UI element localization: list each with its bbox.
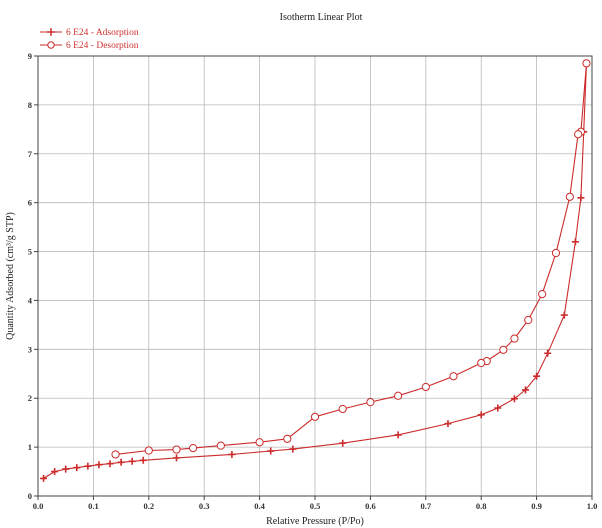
adsorption-point xyxy=(571,238,579,246)
desorption-point xyxy=(283,434,292,443)
y-tick-label: 2 xyxy=(28,393,32,403)
adsorption-point xyxy=(84,462,92,470)
adsorption-point xyxy=(51,468,59,476)
y-tick-label: 1 xyxy=(28,442,32,452)
x-tick-label: 0.2 xyxy=(143,501,154,511)
x-tick-label: 1.0 xyxy=(587,501,598,511)
y-tick-label: 4 xyxy=(28,295,33,305)
grid xyxy=(37,55,593,497)
adsorption-point xyxy=(544,349,552,357)
desorption-point xyxy=(477,358,486,368)
desorption-point xyxy=(111,450,120,459)
legend-adsorption-marker xyxy=(47,28,55,36)
adsorption-point xyxy=(62,465,70,473)
adsorption-point xyxy=(117,458,125,466)
y-tick-label: 6 xyxy=(28,198,32,208)
adsorption-point xyxy=(228,450,236,458)
legend-adsorption-label: 6 E24 - Adsorption xyxy=(66,28,139,38)
adsorption-point xyxy=(577,194,585,202)
y-tick-label: 0 xyxy=(28,491,32,501)
desorption-point xyxy=(499,345,508,354)
x-tick-label: 0.0 xyxy=(33,501,44,511)
series-layer xyxy=(40,59,591,482)
adsorption-point xyxy=(533,372,541,380)
adsorption-point xyxy=(510,395,518,403)
desorption-point xyxy=(421,382,430,392)
desorption-point xyxy=(582,59,591,68)
desorption-point xyxy=(574,130,583,139)
adsorption-point xyxy=(560,311,568,319)
desorption-point xyxy=(172,445,181,454)
x-tick-label: 0.6 xyxy=(365,501,376,511)
adsorption-point xyxy=(477,411,485,419)
y-tick-label: 5 xyxy=(28,247,32,257)
desorption-point xyxy=(338,404,347,414)
x-tick-label: 0.1 xyxy=(88,501,99,511)
y-tick-label: 9 xyxy=(28,51,32,61)
adsorption-point xyxy=(289,445,297,453)
adsorption-point xyxy=(128,457,136,465)
y-tick-label: 8 xyxy=(28,100,32,110)
desorption-point xyxy=(255,438,264,447)
adsorption-point xyxy=(139,456,147,464)
desorption-point xyxy=(449,372,458,381)
x-tick-label: 0.8 xyxy=(476,501,487,511)
desorption-point xyxy=(565,192,574,201)
adsorption-point xyxy=(339,439,347,447)
adsorption-line xyxy=(43,63,588,479)
adsorption-point xyxy=(494,404,502,412)
desorption-line xyxy=(115,63,588,455)
desorption-point xyxy=(310,412,320,421)
adsorption-point xyxy=(394,431,402,439)
adsorption-point xyxy=(95,461,103,469)
y-axis-label: Quantity Adsorbed (cm³/g STP) xyxy=(5,212,16,340)
x-tick-label: 0.5 xyxy=(310,501,321,511)
desorption-point xyxy=(189,443,198,453)
desorption-point xyxy=(551,248,561,258)
desorption-point xyxy=(538,289,547,299)
x-axis-label: Relative Pressure (P/Po) xyxy=(266,516,364,527)
legend-desorption-marker xyxy=(47,41,55,49)
adsorption-point xyxy=(173,454,180,462)
y-tick-label: 7 xyxy=(28,149,33,159)
y-tick-label: 3 xyxy=(28,344,32,354)
desorption-point xyxy=(394,391,403,400)
adsorption-point xyxy=(444,420,452,428)
desorption-point xyxy=(510,334,519,343)
desorption-point xyxy=(524,315,533,325)
desorption-point xyxy=(216,441,225,450)
desorption-point xyxy=(366,398,375,407)
desorption-point xyxy=(144,446,153,455)
x-tick-label: 0.7 xyxy=(420,501,431,511)
adsorption-point xyxy=(40,474,48,482)
x-tick-label: 0.4 xyxy=(254,501,265,511)
legend: 6 E24 - Adsorption 6 E24 - Desorption xyxy=(40,28,139,51)
x-tick-label: 0.3 xyxy=(199,501,210,511)
legend-desorption-label: 6 E24 - Desorption xyxy=(66,41,139,51)
adsorption-point xyxy=(73,464,81,472)
chart-title: Isotherm Linear Plot xyxy=(280,12,363,23)
adsorption-point xyxy=(106,460,114,468)
x-tick-label: 0.9 xyxy=(531,501,542,511)
adsorption-point xyxy=(522,386,530,394)
adsorption-point xyxy=(267,447,275,455)
ticks: 0.0 0.1 0.2 0.3 0.4 0.5 0.6 0.7 0.8 0.9 1.0 0 1 2 3 4 5 6… xyxy=(28,51,598,511)
plot-frame xyxy=(37,55,593,497)
